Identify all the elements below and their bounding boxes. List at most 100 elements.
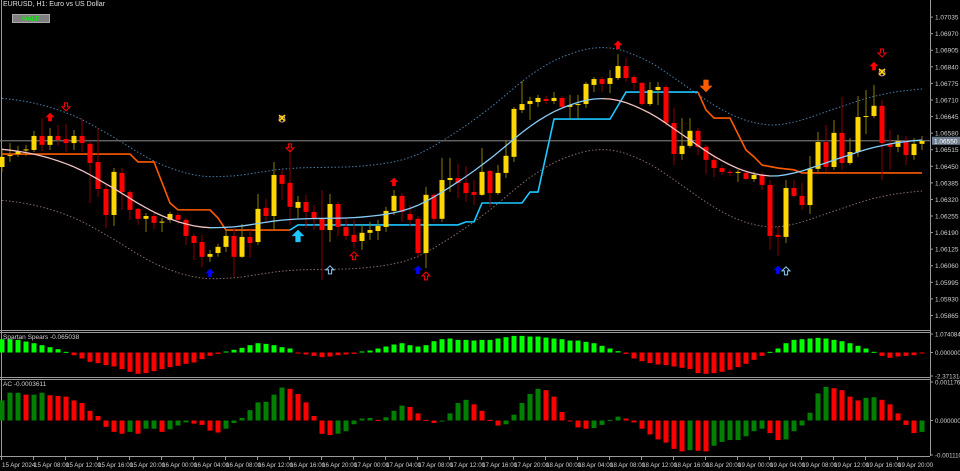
moving-average-segment [825,159,835,164]
arrow-up-icon [420,271,432,281]
candle-body [631,77,637,83]
histogram-bar [823,386,829,421]
candle-body [311,211,317,219]
histogram-bar [63,396,69,421]
moving-average-segment [681,133,691,141]
moving-average-segment [369,214,379,217]
candle-body [55,135,61,141]
histogram-bar [159,352,165,370]
histogram-bar [575,340,581,353]
histogram-bar [215,352,221,354]
candle-body [167,213,173,220]
candle-body [127,192,133,210]
moving-average-segment [497,145,507,153]
moving-average-segment [201,226,211,229]
histogram-bar [335,420,341,434]
time-tick-label: 16 Apr 20:00 [322,462,358,469]
candle-body [23,149,29,151]
candle [95,128,101,197]
histogram-bar [719,420,725,442]
moving-average-segment [273,219,283,222]
candle-body [335,204,341,227]
candle-body [599,79,605,84]
histogram-bar [87,352,93,362]
moving-average-segment [633,105,643,110]
histogram-bar [183,352,189,364]
candle [135,207,141,225]
moving-average-segment [97,178,107,185]
time-tick-label: 15 Apr 08:00 [34,462,70,469]
candle [775,225,781,256]
moving-average-segment [137,202,147,209]
histogram-bar [719,352,725,372]
candle [191,233,197,260]
candle [431,193,437,222]
histogram-bar [847,343,853,353]
histogram-bar [143,420,149,429]
histogram-bar [615,416,621,421]
histogram-bar [903,352,909,356]
current-price-box [932,136,960,145]
candle-body [807,168,813,206]
histogram-bar [503,337,509,353]
histogram-bar [631,352,637,359]
histogram-bar [471,404,477,421]
moving-average-segment [65,163,75,168]
candle [103,183,109,228]
candle-body [135,208,141,219]
moving-average-segment [129,197,139,204]
candle [39,118,45,151]
candle-body [703,146,709,160]
candle [87,142,93,203]
candle-body [423,194,429,253]
moving-average-segment [57,160,67,165]
histogram-bar [7,392,13,421]
candle [399,193,405,222]
histogram-bar [415,413,421,421]
histogram-bar [255,343,261,353]
half-button[interactable]: HALF [12,14,50,23]
histogram-bar [0,400,5,421]
arrow-down-icon [284,143,296,153]
moving-average-segment [481,158,491,166]
histogram-bar [23,394,29,421]
histogram-bar [167,420,173,430]
histogram-bar [319,420,325,434]
candle-body [575,104,581,106]
histogram-bar [119,352,125,370]
candle [647,81,653,106]
candle [111,168,117,226]
histogram-bar [79,352,85,359]
histogram-bar [663,352,669,366]
histogram-bar [679,420,685,452]
candle [31,130,37,152]
moving-average-segment [729,164,739,170]
histogram-bar [47,347,53,353]
candle [119,168,125,210]
time-tick-label: 19 Apr 08:00 [802,462,838,469]
histogram-bar [55,349,61,353]
time-tick-label: 17 Apr 00:00 [354,462,390,469]
histogram-bar [87,410,93,421]
moving-average-segment [625,102,635,107]
candle [383,206,389,232]
candle [695,128,701,156]
candle-body [215,246,221,253]
candle-body [503,155,509,173]
histogram-bar [95,415,101,421]
time-tick-label: 18 Apr 04:00 [578,462,614,469]
candle [567,94,573,119]
histogram-bar [759,352,765,356]
histogram-bar [599,420,605,425]
candle [919,135,925,150]
price-tick-label: 1.06320 [935,197,959,204]
candle [263,198,269,222]
moving-average-segment [489,151,499,160]
moving-average-segment [569,101,579,106]
candle-body [911,143,917,156]
candle [655,81,661,106]
candle [0,149,5,172]
moving-average-segment [73,166,83,172]
histogram-bar [607,419,613,421]
